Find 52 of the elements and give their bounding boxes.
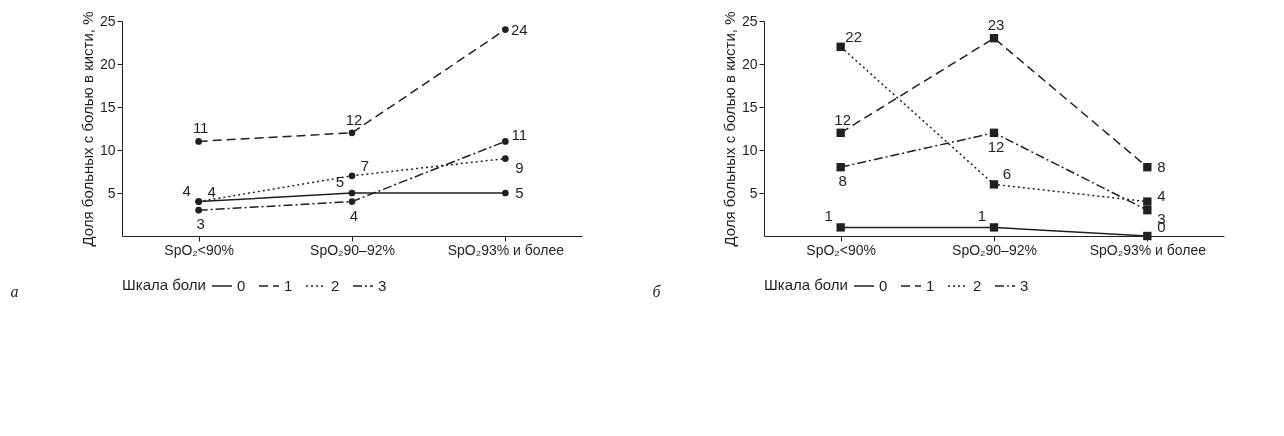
x-tick-label: SpO₂93% и более <box>447 241 565 258</box>
y-axis-title: Доля больных с болью в кисти, % <box>78 11 96 247</box>
data-label: 24 <box>510 20 528 38</box>
x-tick-label: SpO₂<90% <box>806 241 876 258</box>
y-tick-label: 25 <box>741 12 758 29</box>
text: а <box>10 283 19 300</box>
x-tick-label: SpO₂90–92% <box>310 241 395 258</box>
y-tick-label: 5 <box>749 184 758 201</box>
data-label: 1 <box>977 207 987 225</box>
data-label: 12 <box>345 110 363 128</box>
data-label: 7 <box>360 156 370 174</box>
y-tick-label: 25 <box>99 12 116 29</box>
data-label: 5 <box>335 173 345 190</box>
legend-label: 3 <box>378 277 387 294</box>
legend-label: 1 <box>926 277 935 294</box>
data-label: 12 <box>987 137 1005 155</box>
legend-label: 1 <box>284 277 293 294</box>
data-label: 4 <box>349 206 359 224</box>
y-tick-label: 20 <box>99 55 116 72</box>
data-label: 4 <box>182 181 191 199</box>
legend-label: 2 <box>331 277 340 294</box>
data-label: 22 <box>845 27 863 45</box>
y-tick-label: 15 <box>741 98 758 115</box>
legend-title: Шкала боли <box>122 276 206 293</box>
data-label: 1 <box>824 207 833 225</box>
data-label: 4 <box>207 182 216 200</box>
y-tick-label: 20 <box>741 55 758 72</box>
legend-label: 3 <box>1020 277 1029 294</box>
y-tick-label: 10 <box>741 141 758 158</box>
data-label: 4 <box>1157 186 1166 204</box>
data-label: 5 <box>515 184 524 201</box>
data-label: 23 <box>987 16 1005 34</box>
data-label: 8 <box>838 172 847 190</box>
data-label: 11 <box>192 119 209 137</box>
legend-label: 2 <box>973 277 982 294</box>
x-tick-label: SpO₂<90% <box>164 241 234 258</box>
legend-label: 0 <box>237 277 246 294</box>
data-label: 12 <box>834 110 852 128</box>
y-tick-label: 15 <box>99 98 116 115</box>
data-label: 3 <box>196 215 205 233</box>
y-tick-label: 10 <box>99 141 116 158</box>
legend-title: Шкала боли <box>764 276 848 293</box>
x-tick-label: SpO₂90–92% <box>952 241 1037 258</box>
y-axis-title: Доля больных с болью в кисти, % <box>720 11 738 247</box>
data-label: 11 <box>511 126 528 144</box>
y-tick-label: 5 <box>107 184 116 201</box>
data-label: 9 <box>515 158 524 176</box>
data-label: 8 <box>1157 158 1166 176</box>
text: б <box>652 283 662 300</box>
data-label: 6 <box>1002 165 1012 183</box>
legend-label: 0 <box>879 277 888 294</box>
x-tick-label: SpO₂93% и более <box>1089 241 1207 258</box>
